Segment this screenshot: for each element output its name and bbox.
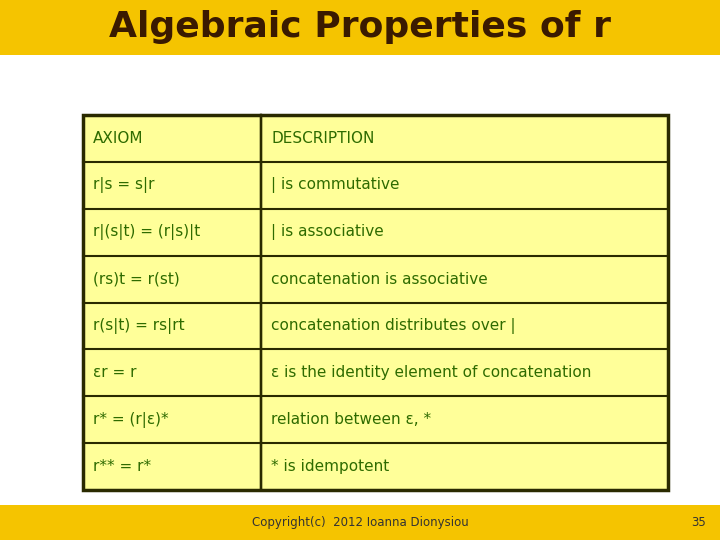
Text: ε is the identity element of concatenation: ε is the identity element of concatenati… bbox=[271, 366, 592, 380]
Text: εr = r: εr = r bbox=[93, 366, 137, 380]
Text: r** = r*: r** = r* bbox=[93, 459, 151, 474]
Text: Algebraic Properties of r: Algebraic Properties of r bbox=[109, 10, 611, 44]
Text: Copyright(c)  2012 Ioanna Dionysiou: Copyright(c) 2012 Ioanna Dionysiou bbox=[251, 516, 469, 529]
Text: r|s = s|r: r|s = s|r bbox=[93, 177, 155, 193]
Text: (rs)t = r(st): (rs)t = r(st) bbox=[93, 272, 180, 287]
Text: r(s|t) = rs|rt: r(s|t) = rs|rt bbox=[93, 318, 184, 334]
Text: DESCRIPTION: DESCRIPTION bbox=[271, 131, 375, 146]
Text: | is associative: | is associative bbox=[271, 224, 384, 240]
Text: r* = (r|ε)*: r* = (r|ε)* bbox=[93, 411, 168, 428]
Text: concatenation distributes over |: concatenation distributes over | bbox=[271, 318, 516, 334]
Text: | is commutative: | is commutative bbox=[271, 177, 400, 193]
Text: relation between ε, *: relation between ε, * bbox=[271, 412, 431, 427]
Text: concatenation is associative: concatenation is associative bbox=[271, 272, 488, 287]
Text: r|(s|t) = (r|s)|t: r|(s|t) = (r|s)|t bbox=[93, 224, 200, 240]
Text: AXIOM: AXIOM bbox=[93, 131, 143, 146]
Bar bbox=[83, 115, 668, 490]
Text: * is idempotent: * is idempotent bbox=[271, 459, 390, 474]
Text: 35: 35 bbox=[691, 516, 706, 529]
